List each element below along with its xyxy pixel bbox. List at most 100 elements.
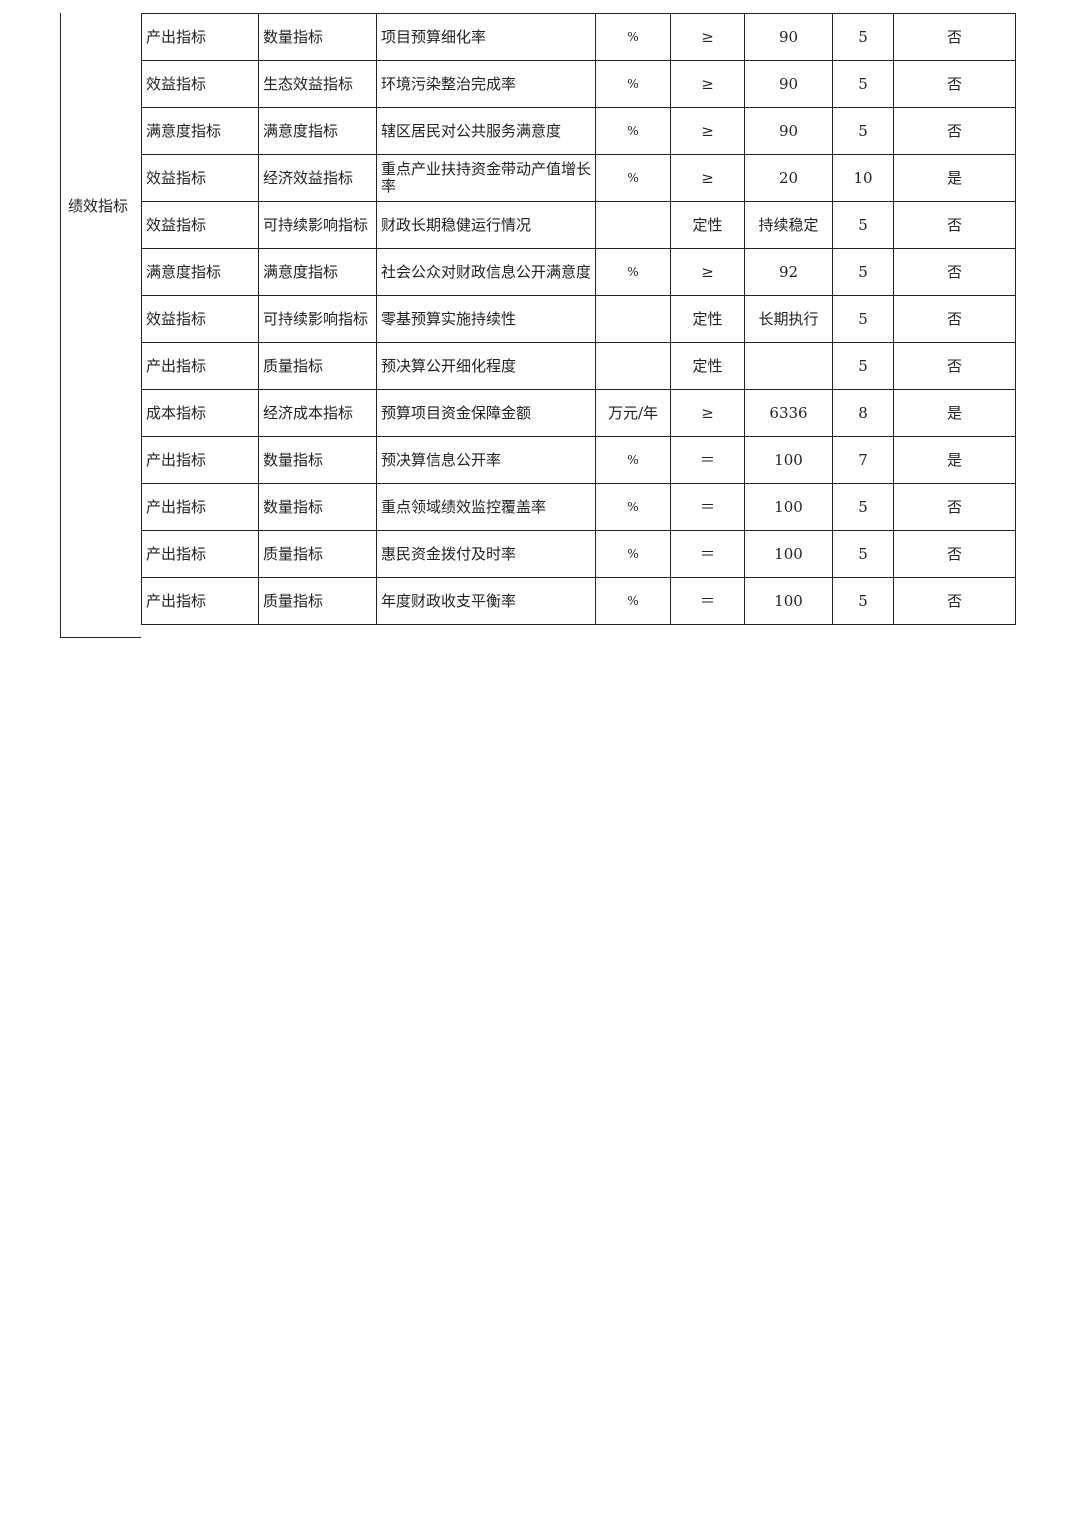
weight-cell: 5 [832, 201, 894, 249]
indicator-name-cell: 预算项目资金保障金额 [376, 389, 596, 437]
core-indicator-cell: 否 [893, 295, 1016, 343]
operator-cell: ≥ [670, 107, 745, 155]
table-row: 成本指标 经济成本指标 预算项目资金保障金额 万元/年 ≥6336 8 是 [141, 389, 1016, 437]
target-value-cell: 100 [744, 483, 833, 531]
indicator-name-cell: 惠民资金拨付及时率 [376, 530, 596, 578]
operator-cell: ≥ [670, 154, 745, 202]
core-indicator-cell: 否 [893, 201, 1016, 249]
unit-cell: % [595, 107, 671, 155]
target-value-cell: 100 [744, 530, 833, 578]
level2-cell: 数量指标 [258, 13, 377, 61]
level1-cell: 成本指标 [141, 389, 259, 437]
level1-cell: 产出指标 [141, 530, 259, 578]
indicator-name-cell: 项目预算细化率 [376, 13, 596, 61]
table-row: 产出指标 数量指标 项目预算细化率% ≥90 5 否 [141, 13, 1016, 61]
indicator-name-cell: 预决算公开细化程度 [376, 342, 596, 390]
unit-cell: 万元/年 [595, 389, 671, 437]
indicator-name-cell: 环境污染整治完成率 [376, 60, 596, 108]
group-cell [60, 13, 141, 638]
indicator-name-cell: 辖区居民对公共服务满意度 [376, 107, 596, 155]
weight-cell: 5 [832, 60, 894, 108]
core-indicator-cell: 否 [893, 577, 1016, 625]
table-row: 效益指标 生态效益指标 环境污染整治完成率% ≥90 5 否 [141, 60, 1016, 108]
core-indicator-cell: 否 [893, 530, 1016, 578]
weight-cell: 5 [832, 295, 894, 343]
indicator-name-cell: 重点领域绩效监控覆盖率 [376, 483, 596, 531]
unit-cell: % [595, 60, 671, 108]
indicator-name-cell: 预决算信息公开率 [376, 436, 596, 484]
core-indicator-cell: 否 [893, 483, 1016, 531]
level2-cell: 可持续影响指标 [258, 201, 377, 249]
level2-cell: 可持续影响指标 [258, 295, 377, 343]
indicator-name-cell: 年度财政收支平衡率 [376, 577, 596, 625]
level2-cell: 经济成本指标 [258, 389, 377, 437]
target-value-cell: 90 [744, 13, 833, 61]
operator-cell: ≥ [670, 60, 745, 108]
weight-cell: 5 [832, 530, 894, 578]
indicator-name-cell: 社会公众对财政信息公开满意度 [376, 248, 596, 296]
table-row: 产出指标 质量指标 惠民资金拨付及时率% ＝ 100 5 否 [141, 530, 1016, 578]
target-value-cell: 6336 [744, 389, 833, 437]
table-row: 产出指标 质量指标 年度财政收支平衡率% ＝ 100 5 否 [141, 577, 1016, 625]
table-row: 效益指标 可持续影响指标 财政长期稳健运行情况 定性 持续稳定 5 否 [141, 201, 1016, 249]
target-value-cell: 持续稳定 [744, 201, 833, 249]
operator-cell: ≥ [670, 13, 745, 61]
core-indicator-cell: 否 [893, 342, 1016, 390]
group-label: 绩效指标 [68, 197, 129, 215]
table-row: 产出指标 质量指标 预决算公开细化程度 定性 5 否 [141, 342, 1016, 390]
target-value-cell: 90 [744, 107, 833, 155]
level1-cell: 产出指标 [141, 577, 259, 625]
level1-cell: 产出指标 [141, 13, 259, 61]
weight-cell: 8 [832, 389, 894, 437]
target-value-cell: 90 [744, 60, 833, 108]
core-indicator-cell: 否 [893, 248, 1016, 296]
table-row: 效益指标 可持续影响指标 零基预算实施持续性 定性 长期执行 5 否 [141, 295, 1016, 343]
level1-cell: 效益指标 [141, 60, 259, 108]
unit-cell [595, 342, 671, 390]
operator-cell: 定性 [670, 201, 745, 249]
operator-cell: 定性 [670, 295, 745, 343]
core-indicator-cell: 否 [893, 13, 1016, 61]
operator-cell: ＝ [670, 577, 745, 625]
core-indicator-cell: 是 [893, 436, 1016, 484]
target-value-cell [744, 342, 833, 390]
weight-cell: 5 [832, 483, 894, 531]
operator-cell: ＝ [670, 483, 745, 531]
core-indicator-cell: 是 [893, 154, 1016, 202]
target-value-cell: 长期执行 [744, 295, 833, 343]
core-indicator-cell: 是 [893, 389, 1016, 437]
level1-cell: 效益指标 [141, 295, 259, 343]
level1-cell: 产出指标 [141, 483, 259, 531]
weight-cell: 5 [832, 342, 894, 390]
table-row: 效益指标 经济效益指标 重点产业扶持资金带动产值增长率% ≥20 10 是 [141, 154, 1016, 202]
weight-cell: 5 [832, 248, 894, 296]
level2-cell: 经济效益指标 [258, 154, 377, 202]
weight-cell: 5 [832, 107, 894, 155]
unit-cell [595, 295, 671, 343]
core-indicator-cell: 否 [893, 60, 1016, 108]
table-row: 产出指标 数量指标 预决算信息公开率% ＝ 100 7 是 [141, 436, 1016, 484]
unit-cell: % [595, 577, 671, 625]
table-row: 满意度指标 满意度指标 辖区居民对公共服务满意度% ≥90 5 否 [141, 107, 1016, 155]
level1-cell: 效益指标 [141, 201, 259, 249]
level1-cell: 效益指标 [141, 154, 259, 202]
unit-cell: % [595, 530, 671, 578]
unit-cell: % [595, 436, 671, 484]
level2-cell: 满意度指标 [258, 248, 377, 296]
indicator-name-cell: 零基预算实施持续性 [376, 295, 596, 343]
level1-cell: 产出指标 [141, 436, 259, 484]
indicator-name-cell: 重点产业扶持资金带动产值增长率 [376, 154, 596, 202]
weight-cell: 5 [832, 577, 894, 625]
target-value-cell: 100 [744, 577, 833, 625]
indicator-table: 产出指标 数量指标 项目预算细化率% ≥90 5 否效益指标 生态效益指标 环境污染整治完成率… [141, 13, 1016, 625]
target-value-cell: 20 [744, 154, 833, 202]
level1-cell: 满意度指标 [141, 107, 259, 155]
weight-cell: 7 [832, 436, 894, 484]
unit-cell: % [595, 483, 671, 531]
operator-cell: ＝ [670, 530, 745, 578]
operator-cell: 定性 [670, 342, 745, 390]
level1-cell: 满意度指标 [141, 248, 259, 296]
operator-cell: ≥ [670, 248, 745, 296]
table-row: 产出指标 数量指标 重点领域绩效监控覆盖率% ＝ 100 5 否 [141, 483, 1016, 531]
level2-cell: 质量指标 [258, 342, 377, 390]
